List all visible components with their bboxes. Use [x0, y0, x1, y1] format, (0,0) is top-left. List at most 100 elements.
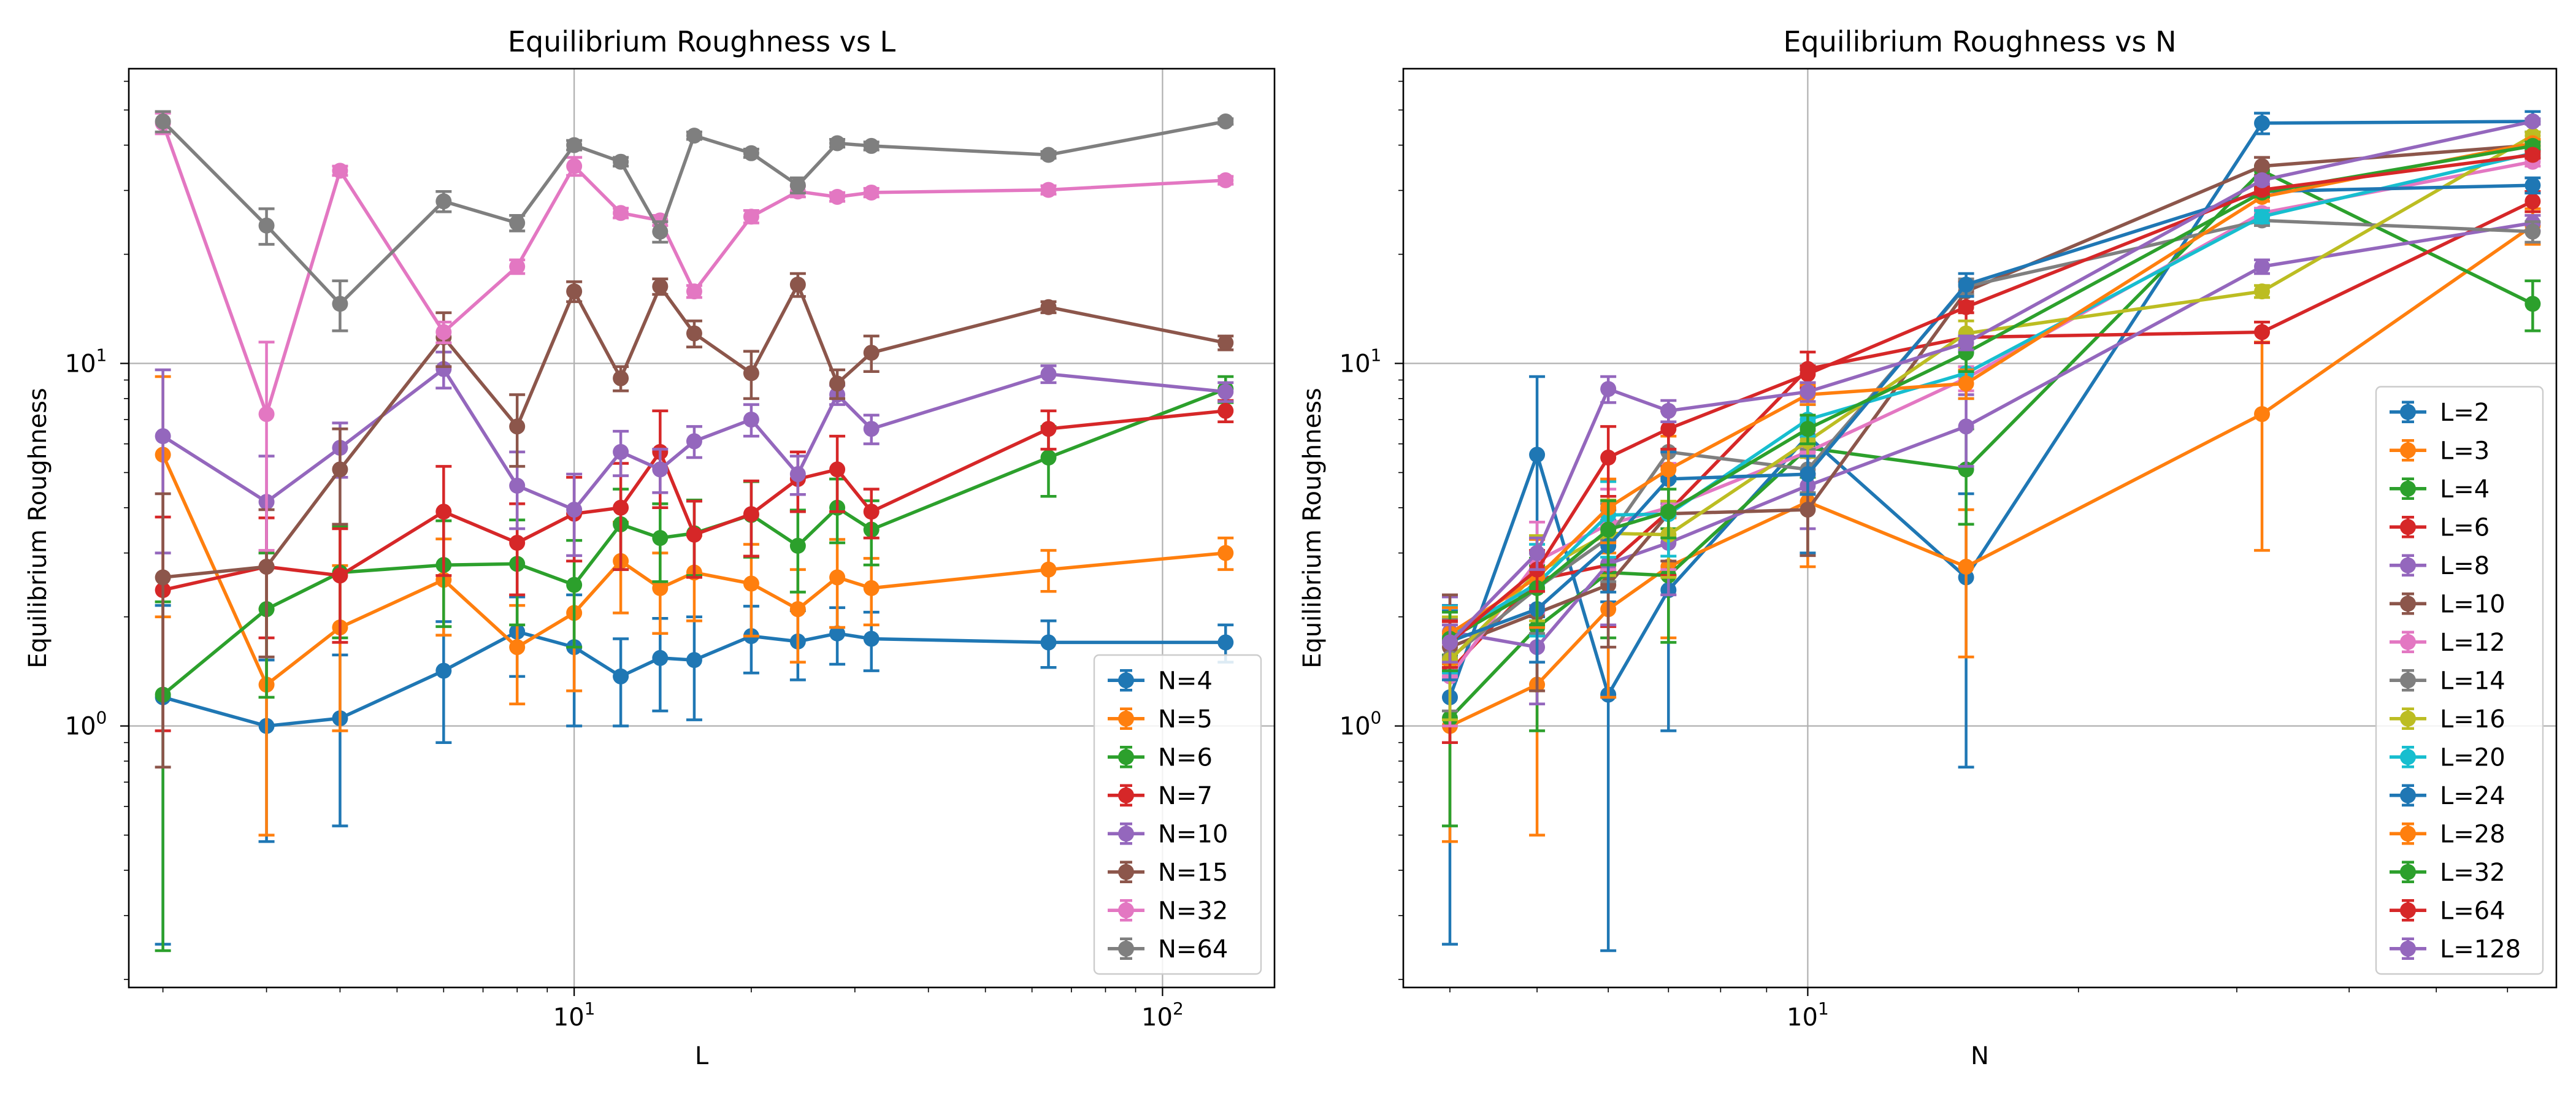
- left-chart-data-point: [435, 361, 452, 377]
- left-chart-data-point: [686, 283, 702, 300]
- right-chart-data-point: [1800, 366, 1816, 382]
- right-chart-legend-label: L=2: [2440, 399, 2490, 427]
- left-chart-data-point: [509, 477, 526, 494]
- right-chart-series-line: [1449, 221, 2533, 649]
- left-chart-data-point: [789, 177, 806, 194]
- left-chart-legend-marker: [1118, 787, 1134, 803]
- right-chart-series-line: [1449, 144, 2533, 640]
- left-chart-data-point: [1040, 182, 1057, 198]
- right-chart-legend-label: L=10: [2440, 590, 2505, 618]
- right-chart-data-point: [1958, 558, 1974, 575]
- left-chart-data-point: [258, 406, 275, 423]
- left-chart-data-point: [332, 567, 348, 584]
- right-chart-legend-label: L=20: [2440, 743, 2505, 772]
- right-chart-data-point: [1529, 545, 1546, 561]
- right-chart-legend-label: L=3: [2440, 437, 2490, 465]
- left-chart-data-point: [829, 461, 846, 478]
- left-chart-data-point: [652, 461, 669, 478]
- left-chart-legend-entry: N=4: [1108, 667, 1213, 695]
- left-chart-legend-entry: N=5: [1108, 705, 1213, 734]
- left-chart-data-point: [743, 506, 759, 523]
- left-chart-data-point: [566, 137, 583, 153]
- left-chart-data-point: [863, 184, 880, 201]
- right-chart-legend-marker: [2400, 519, 2416, 535]
- left-chart-data-point: [1040, 421, 1057, 437]
- right-chart-legend-entry: L=24: [2390, 782, 2505, 810]
- right-chart-legend-marker: [2400, 826, 2416, 842]
- right-chart-legend-label: L=8: [2440, 552, 2490, 580]
- left-chart-data-point: [1217, 334, 1234, 351]
- left-chart-legend-entry: N=32: [1108, 897, 1228, 925]
- right-chart-series-l-128: [1441, 113, 2541, 664]
- right-chart-legend-entry: L=64: [2390, 897, 2505, 925]
- right-chart-series: [1441, 110, 2541, 953]
- left-chart-data-point: [743, 412, 759, 428]
- left-chart-legend-entry: N=6: [1108, 743, 1213, 772]
- left-chart-legend-marker: [1118, 749, 1134, 765]
- left-chart-data-point: [566, 577, 583, 593]
- left-chart-data-point: [686, 652, 702, 669]
- right-chart-legend-entry: L=12: [2390, 629, 2505, 657]
- left-chart-data-point: [1040, 147, 1057, 163]
- right-chart-data-point: [1800, 501, 1816, 518]
- left-chart-y-tick-label: 101: [65, 345, 107, 378]
- left-chart-legend-label: N=7: [1158, 782, 1213, 810]
- right-chart-legend-entry: L=28: [2390, 820, 2505, 848]
- right-chart-legend-entry: L=10: [2390, 590, 2505, 618]
- right-chart-legend-label: L=128: [2440, 935, 2521, 964]
- right-chart-legend-marker: [2400, 710, 2416, 727]
- left-chart-data-point: [789, 537, 806, 554]
- right-chart-series-line: [1449, 143, 2533, 649]
- right-chart-legend-marker: [2400, 672, 2416, 689]
- left-chart-data-point: [1040, 299, 1057, 315]
- right-chart-data-point: [2524, 147, 2541, 163]
- left-chart-data-point: [1217, 545, 1234, 561]
- right-chart-data-point: [1660, 461, 1677, 478]
- left-chart-data-point: [1040, 366, 1057, 382]
- left-chart-data-point: [686, 433, 702, 450]
- right-chart-legend: L=2 L=3 L=4 L=6 L=8 L=10 L=12 L=14 L=16 L=20 L=24 L…: [2375, 386, 2544, 975]
- right-chart-data-point: [1600, 450, 1617, 466]
- right-chart-legend-label: L=14: [2440, 667, 2505, 695]
- right-chart-data-point: [1958, 299, 1974, 315]
- left-chart-legend-entry: N=15: [1108, 859, 1228, 887]
- left-chart-data-point: [435, 193, 452, 210]
- left-chart-data-point: [863, 137, 880, 154]
- left-chart-data-point: [435, 504, 452, 520]
- left-chart-legend-entry: N=7: [1108, 782, 1213, 810]
- right-chart-data-point: [1660, 402, 1677, 419]
- right-chart-legend-entry: L=32: [2390, 859, 2505, 887]
- left-chart-legend-label: N=5: [1158, 705, 1213, 734]
- right-chart-series-line: [1449, 120, 2533, 644]
- right-chart-x-axis-label: N: [1971, 1042, 1989, 1070]
- left-chart-data-point: [1217, 113, 1234, 129]
- left-chart-data-point: [743, 145, 759, 161]
- right-chart-data-point: [2524, 193, 2541, 210]
- right-chart-data-point: [1800, 421, 1816, 437]
- left-chart-data-point: [652, 278, 669, 295]
- right-chart-legend-marker: [2400, 480, 2416, 497]
- left-chart-legend-label: N=64: [1158, 935, 1228, 964]
- right-chart-data-point: [1800, 466, 1816, 483]
- left-chart-y-axis-label: Equilibrium Roughness: [24, 388, 52, 669]
- left-chart-data-point: [258, 217, 275, 234]
- left-chart-data-point: [686, 128, 702, 144]
- left-chart-data-point: [829, 625, 846, 642]
- left-chart-data-point: [863, 421, 880, 437]
- left-chart-data-point: [613, 370, 629, 386]
- left-chart-data-point: [509, 258, 526, 275]
- left-chart-legend-label: N=32: [1158, 897, 1228, 925]
- right-chart-legend-marker: [2400, 902, 2416, 919]
- left-chart-data-point: [1217, 383, 1234, 400]
- left-chart-data-point: [258, 558, 275, 575]
- right-chart-legend-label: L=4: [2440, 475, 2490, 504]
- left-chart-legend-marker: [1118, 710, 1134, 727]
- right-chart-data-point: [1529, 447, 1546, 463]
- left-chart-data-point: [743, 575, 759, 592]
- left-chart-data-point: [686, 325, 702, 342]
- left-chart-data-point: [829, 375, 846, 392]
